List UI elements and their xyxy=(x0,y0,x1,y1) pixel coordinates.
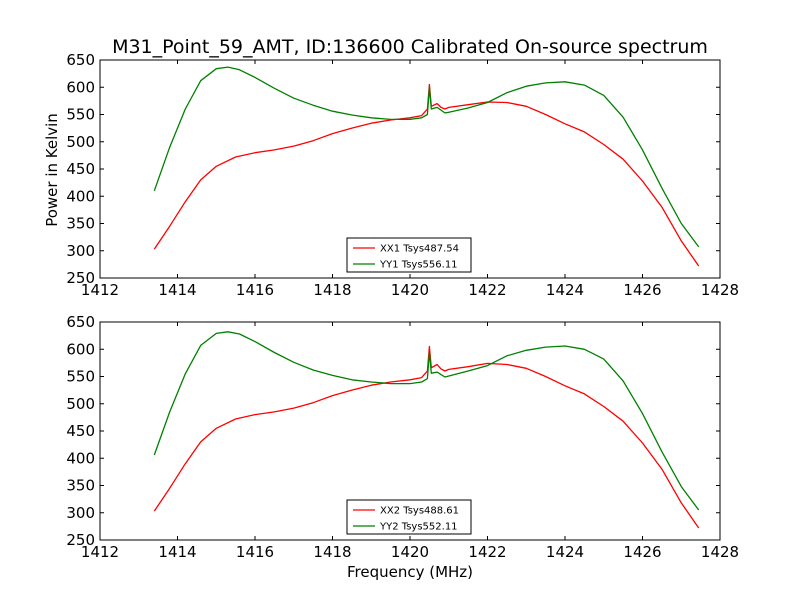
series-line-yy xyxy=(153,331,700,511)
x-tick-label: 1420 xyxy=(391,543,429,561)
x-tick-label: 1428 xyxy=(701,281,739,299)
x-tick-label: 1428 xyxy=(701,543,739,561)
legend-label: XX2 Tsys488.61 xyxy=(380,506,459,517)
x-tick-label: 1420 xyxy=(391,281,429,299)
y-tick-label: 600 xyxy=(66,78,95,96)
x-tick-label: 1418 xyxy=(313,543,351,561)
y-tick-label: 450 xyxy=(66,422,95,440)
top-panel: 1412 1414 1416 1418 1420 1422 1424 1426 1428 250 3… xyxy=(66,51,739,299)
x-tick-label: 1416 xyxy=(236,543,274,561)
bottom-panel: 1412 1414 1416 1418 1420 1422 1424 1426 1428 250 3… xyxy=(66,313,739,561)
y-tick-label: 250 xyxy=(66,531,95,549)
x-tick-label: 1422 xyxy=(468,543,506,561)
y-tick-label: 300 xyxy=(66,504,95,522)
legend-box xyxy=(346,237,472,273)
y-tick-label: 550 xyxy=(66,106,95,124)
x-tick-label: 1424 xyxy=(546,543,584,561)
y-tick-label: 350 xyxy=(66,215,95,233)
x-tick-label: 1422 xyxy=(468,281,506,299)
legend-label: YY2 Tsys552.11 xyxy=(379,522,458,533)
x-tick-label: 1416 xyxy=(236,281,274,299)
x-tick-label: 1414 xyxy=(158,543,196,561)
legend: XX1 Tsys487.54 YY1 Tsys556.11 xyxy=(346,237,472,273)
y-tick-label: 600 xyxy=(66,340,95,358)
series-line-yy xyxy=(153,66,700,248)
legend: XX2 Tsys488.61 YY2 Tsys552.11 xyxy=(346,499,472,535)
x-tick-label: 1414 xyxy=(158,281,196,299)
x-tick-label: 1426 xyxy=(623,543,661,561)
y-tick-label: 450 xyxy=(66,160,95,178)
y-axis-label: Power in Kelvin xyxy=(43,113,61,227)
y-tick-label: 400 xyxy=(66,449,95,467)
y-tick-label: 650 xyxy=(66,51,95,69)
y-tick-label: 500 xyxy=(66,133,95,151)
legend-label: YY1 Tsys556.11 xyxy=(379,260,458,271)
y-tick-label: 250 xyxy=(66,269,95,287)
y-tick-label: 550 xyxy=(66,368,95,386)
legend-box xyxy=(346,499,472,535)
x-tick-label: 1424 xyxy=(546,281,584,299)
x-tick-label: 1426 xyxy=(623,281,661,299)
x-axis-label: Frequency (MHz) xyxy=(347,563,473,581)
y-tick-label: 350 xyxy=(66,477,95,495)
x-tick-label: 1412 xyxy=(81,281,119,299)
figure-title: M31_Point_59_AMT, ID:136600 Calibrated O… xyxy=(112,36,708,58)
y-tick-label: 300 xyxy=(66,242,95,260)
legend-label: XX1 Tsys487.54 xyxy=(380,244,459,255)
y-tick-label: 650 xyxy=(66,313,95,331)
y-tick-label: 500 xyxy=(66,395,95,413)
y-tick-label: 400 xyxy=(66,187,95,205)
x-tick-label: 1418 xyxy=(313,281,351,299)
x-tick-label: 1412 xyxy=(81,543,119,561)
